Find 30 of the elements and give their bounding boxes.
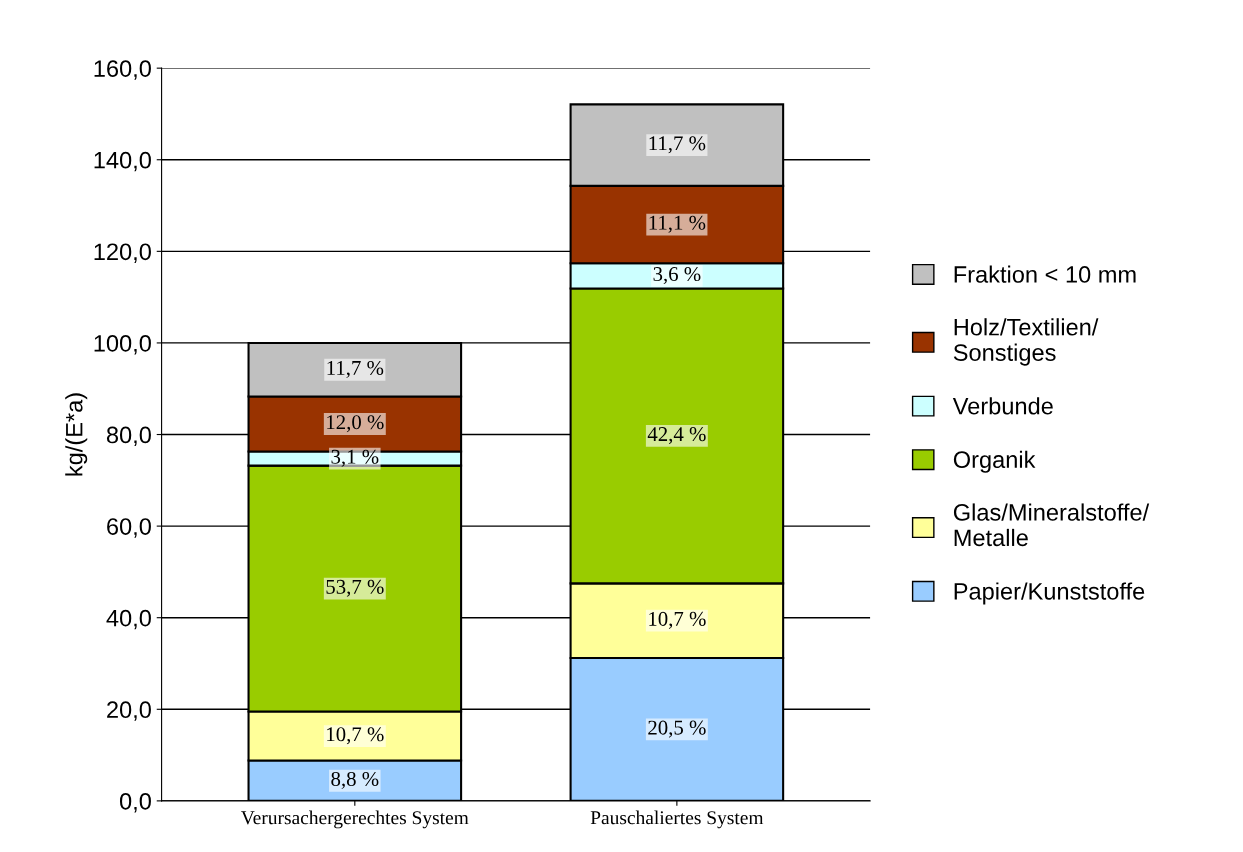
annotation: 12,0 % [327, 415, 384, 433]
y-tick-label: 80,0 [106, 426, 151, 447]
y-axis-title: kg/(E*a) [65, 393, 88, 476]
annotation: 3,6 % [653, 267, 701, 285]
legend-label: Verbunde [952, 397, 1053, 415]
y-tick-label: 140,0 [94, 151, 151, 172]
y-tick-label: 20,0 [107, 701, 151, 721]
annotation: 11,7 % [649, 136, 706, 154]
legend-label: Organik [953, 450, 1036, 473]
annotation: 8,8 % [331, 771, 379, 789]
x-tick-label: Pauschaliertes System [590, 810, 764, 829]
y-tick-label: 0,0 [119, 792, 151, 813]
x-tick-label: Verursachergerechtes System [241, 810, 469, 829]
annotation: 10,7 % [327, 727, 384, 745]
annotation: 42,4 % [647, 427, 706, 445]
annotation: 11,7 % [327, 360, 384, 378]
y-tick-label: 60,0 [107, 518, 151, 538]
legend-label: Fraktion < 10 mm [954, 265, 1136, 283]
legend-label: Glas/Mineralstoffe/ Metalle [953, 503, 1150, 547]
y-tick-label: 100,0 [94, 335, 151, 355]
annotation: 20,5 % [648, 720, 706, 738]
annotation: 10,7 % [649, 611, 706, 629]
annotation: 11,1 % [649, 215, 706, 233]
y-tick-label: 40,0 [106, 609, 151, 630]
y-tick-label: 160,0 [94, 60, 151, 80]
y-tick-label: 120,0 [94, 243, 151, 263]
annotation: 3,1 % [331, 449, 379, 467]
legend-label: Papier/Kunststoffe [954, 582, 1145, 605]
annotation: 53,7 % [326, 579, 384, 597]
legend-label: Holz/Textilien/ Sonstiges [953, 318, 1099, 366]
